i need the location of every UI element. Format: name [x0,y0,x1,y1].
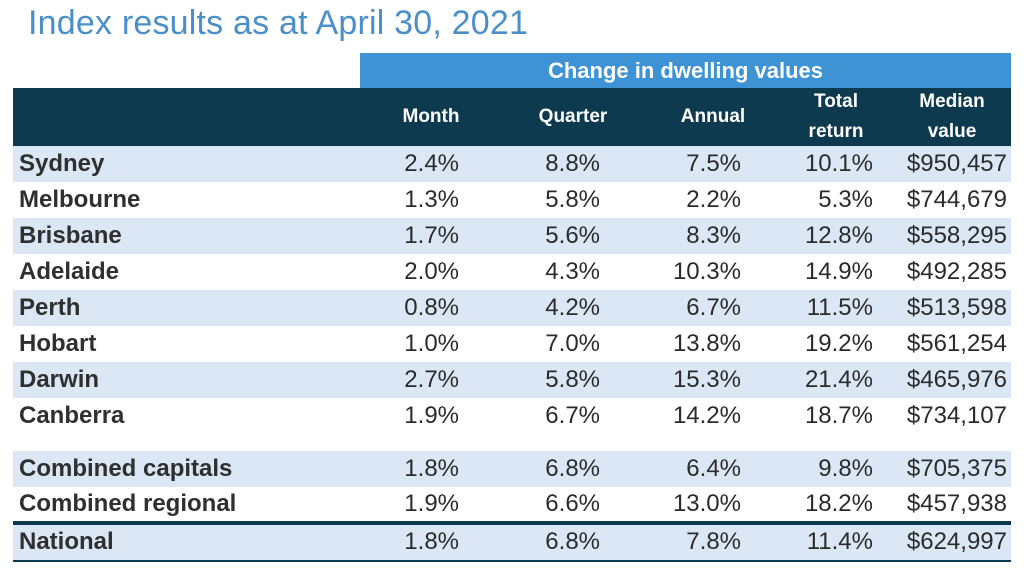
page-title: Index results as at April 30, 2021 [28,4,529,42]
median-value: $734,107 [906,402,1007,429]
total-return-value: 14.9% [804,258,873,285]
month-value: 1.9% [404,402,459,429]
quarter-value: 7.0% [545,330,600,357]
city-name: Brisbane [19,222,122,249]
total-return-value: 11.4% [806,528,873,555]
city-name: Canberra [19,402,125,429]
city-name: Melbourne [19,186,141,213]
table-row: Sydney 2.4% 8.8% 7.5% 10.1% $950,457 [13,146,1011,182]
total-return-value: 21.4% [804,366,873,393]
city-name: Combined capitals [19,455,233,482]
quarter-value: 4.3% [545,258,600,285]
city-name: Adelaide [19,258,120,285]
total-return-value: 12.8% [804,222,873,249]
median-value: $624,997 [906,528,1007,555]
month-value: 1.7% [404,222,459,249]
table-header: Month Quarter Annual Total return Median… [13,88,1011,146]
col-total-return-header: Total return [781,88,891,146]
total-return-value: 18.7% [804,402,873,429]
annual-value: 7.8% [686,528,741,555]
col-median-value-header: Median value [893,88,1011,146]
month-value: 1.9% [404,490,459,517]
table-row: Canberra 1.9% 6.7% 14.2% 18.7% $734,107 [13,398,1011,434]
median-value: $465,976 [906,366,1007,393]
city-name: Hobart [19,330,97,357]
month-value: 1.8% [404,455,459,482]
annual-value: 6.4% [686,455,741,482]
band-label: Change in dwelling values [547,57,824,83]
total-return-line1: Total [814,91,858,112]
table-row: Darwin 2.7% 5.8% 15.3% 21.4% $465,976 [13,362,1011,398]
quarter-value: 5.6% [545,222,600,249]
median-value: $457,938 [906,490,1007,517]
median-value: $513,598 [906,294,1007,321]
median-value: $744,679 [906,186,1007,213]
quarter-value: 6.8% [545,528,600,555]
table-row: Combined regional 1.9% 6.6% 13.0% 18.2% … [13,486,1011,522]
median-value: $558,295 [906,222,1007,249]
table-row: Adelaide 2.0% 4.3% 10.3% 14.9% $492,285 [13,254,1011,290]
total-return-value: 19.2% [804,330,873,357]
month-value: 1.8% [404,528,459,555]
annual-value: 15.3% [672,366,741,393]
table-row: Perth 0.8% 4.2% 6.7% 11.5% $513,598 [13,290,1011,326]
month-value: 2.7% [404,366,459,393]
national-top-rule [13,521,1011,525]
quarter-value: 6.6% [545,490,600,517]
month-value: 2.4% [404,150,459,177]
total-return-line2: return [808,121,864,142]
month-value: 2.0% [404,258,459,285]
total-return-value: 11.5% [806,294,873,321]
month-value: 0.8% [404,294,459,321]
annual-value: 8.3% [686,222,741,249]
total-return-value: 9.8% [818,455,873,482]
annual-value: 10.3% [672,258,741,285]
table-row: Melbourne 1.3% 5.8% 2.2% 5.3% $744,679 [13,182,1011,218]
median-line2: value [927,121,977,142]
quarter-value: 5.8% [545,366,600,393]
quarter-value: 6.7% [545,402,600,429]
city-name: Combined regional [19,490,237,517]
total-return-value: 10.1% [804,150,873,177]
col-quarter-header: Quarter [538,106,608,127]
quarter-value: 4.2% [545,294,600,321]
annual-value: 14.2% [672,402,741,429]
annual-value: 13.8% [672,330,741,357]
table-row: Combined capitals 1.8% 6.8% 6.4% 9.8% $7… [13,451,1011,487]
table-row: Hobart 1.0% 7.0% 13.8% 19.2% $561,254 [13,326,1011,362]
col-month-header: Month [402,106,460,127]
annual-value: 2.2% [686,186,741,213]
city-name: Perth [19,294,81,321]
quarter-value: 8.8% [545,150,600,177]
quarter-value: 6.8% [545,455,600,482]
annual-value: 13.0% [672,490,741,517]
month-value: 1.0% [404,330,459,357]
city-name: National [19,528,114,555]
month-value: 1.3% [404,186,459,213]
median-value: $492,285 [906,258,1007,285]
national-bottom-rule [13,560,1011,562]
table-row-national: National 1.8% 6.8% 7.8% 11.4% $624,997 [13,524,1011,560]
annual-value: 6.7% [686,294,741,321]
median-value: $561,254 [906,330,1007,357]
median-value: $950,457 [906,150,1007,177]
city-name: Darwin [19,366,100,393]
median-line1: Median [919,91,985,112]
annual-value: 7.5% [686,150,741,177]
median-value: $705,375 [906,455,1007,482]
quarter-value: 5.8% [545,186,600,213]
total-return-value: 18.2% [804,490,873,517]
col-annual-header: Annual [680,106,746,127]
table-row: Brisbane 1.7% 5.6% 8.3% 12.8% $558,295 [13,218,1011,254]
total-return-value: 5.3% [818,186,873,213]
city-name: Sydney [19,150,105,177]
change-in-dwelling-values-band: Change in dwelling values [360,53,1011,88]
